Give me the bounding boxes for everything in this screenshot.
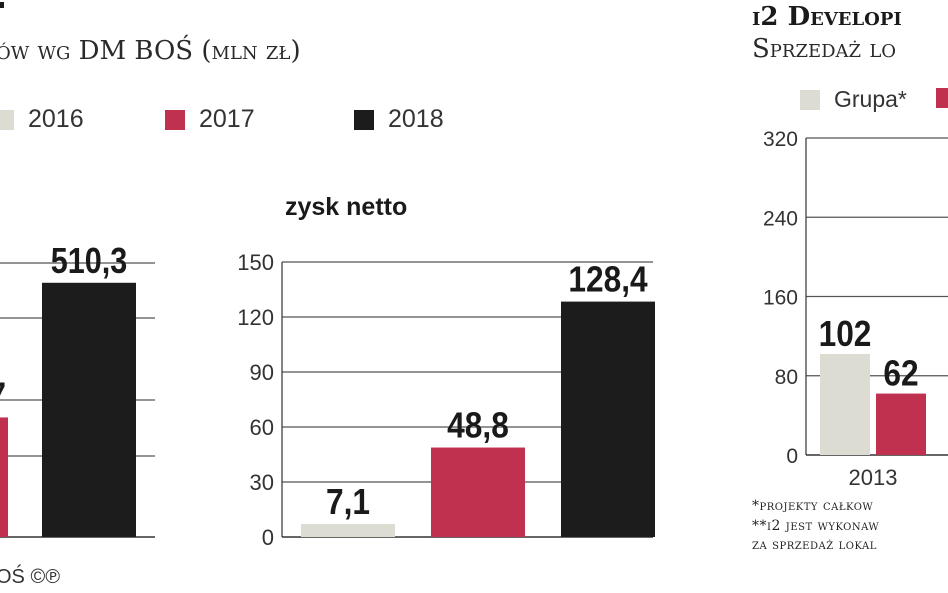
chart-net-profit: 0 30 60 90 120 150 7,1 48,8 128,4 — [237, 250, 655, 550]
legend-item-2016: 2016 — [0, 105, 84, 134]
y-tick-320: 320 — [763, 128, 798, 151]
footnote-2: **i2 jest wykonaw — [752, 518, 880, 534]
bar-2018 — [561, 301, 655, 537]
right-legend-swatch-grupa — [800, 89, 820, 110]
data-label-2016: 7,1 — [326, 482, 370, 522]
right-subtitle: Sprzedaż lo — [752, 34, 897, 64]
chart-right-sales: 0 80 160 240 320 102 62 2013 — [763, 128, 948, 490]
legend-label-2017: 2017 — [199, 105, 255, 133]
right-legend-item-grupa: Grupa* — [800, 86, 907, 113]
y-tick-150: 150 — [237, 250, 274, 275]
legend-label-2016: 2016 — [28, 105, 84, 133]
data-label-2017: 48,8 — [447, 406, 509, 446]
bar-series-1 — [820, 353, 870, 455]
chart-subtitle: ów wg DM BOŚ (mln zł) — [0, 36, 301, 66]
legend-item-2017: 2017 — [165, 105, 255, 134]
bar-2018 — [42, 282, 136, 537]
legend-label-2018: 2018 — [388, 105, 444, 133]
source-note: OŚ ©℗ — [0, 566, 60, 588]
right-legend-label-grupa: Grupa* — [834, 86, 907, 112]
y-tick-80: 80 — [775, 366, 798, 389]
y-tick-60: 60 — [250, 415, 274, 440]
title-fragment — [0, 2, 4, 8]
data-label-2017: 7 — [0, 376, 6, 416]
data-label-2018: 128,4 — [568, 260, 647, 300]
y-tick-0: 0 — [262, 525, 274, 550]
chart-revenue-partial: 7 510,3 — [0, 242, 155, 538]
y-tick-160: 160 — [763, 287, 798, 310]
right-title: i2 Developi — [752, 2, 902, 32]
data-label-series-1: 102 — [819, 314, 872, 354]
footnote-3: za sprzedaż lokal — [752, 537, 877, 553]
panel-title-net-profit: zysk netto — [285, 193, 408, 221]
y-tick-0: 0 — [786, 445, 798, 468]
legend-item-2018: 2018 — [354, 105, 444, 134]
bar-2017 — [0, 417, 8, 537]
bar-2016 — [301, 523, 395, 537]
y-tick-90: 90 — [250, 360, 274, 385]
bar-2017 — [431, 447, 525, 537]
y-tick-30: 30 — [250, 470, 274, 495]
y-tick-240: 240 — [763, 207, 798, 230]
legend-swatch-2016 — [0, 109, 14, 130]
data-label-series-2: 62 — [883, 354, 918, 394]
right-legend-swatch-2 — [936, 88, 948, 108]
x-tick-2013: 2013 — [849, 465, 898, 490]
data-label-2018: 510,3 — [51, 242, 128, 282]
bar-series-2 — [876, 393, 926, 455]
legend-swatch-2018 — [354, 109, 374, 130]
legend-swatch-2017 — [165, 109, 185, 130]
y-tick-120: 120 — [237, 305, 274, 330]
footnote-1: *projekty całkow — [752, 498, 874, 514]
